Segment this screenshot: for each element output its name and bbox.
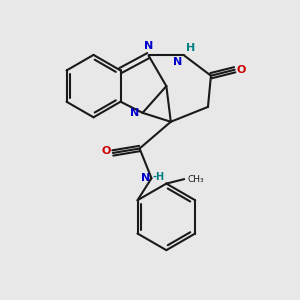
Text: O: O xyxy=(236,65,246,75)
Text: O: O xyxy=(102,146,111,157)
Text: -H: -H xyxy=(153,172,165,182)
Text: N: N xyxy=(141,173,150,183)
Text: CH₃: CH₃ xyxy=(187,175,204,184)
Text: N: N xyxy=(173,57,183,67)
Text: N: N xyxy=(130,108,139,118)
Text: N: N xyxy=(144,41,153,51)
Text: H: H xyxy=(186,43,195,52)
